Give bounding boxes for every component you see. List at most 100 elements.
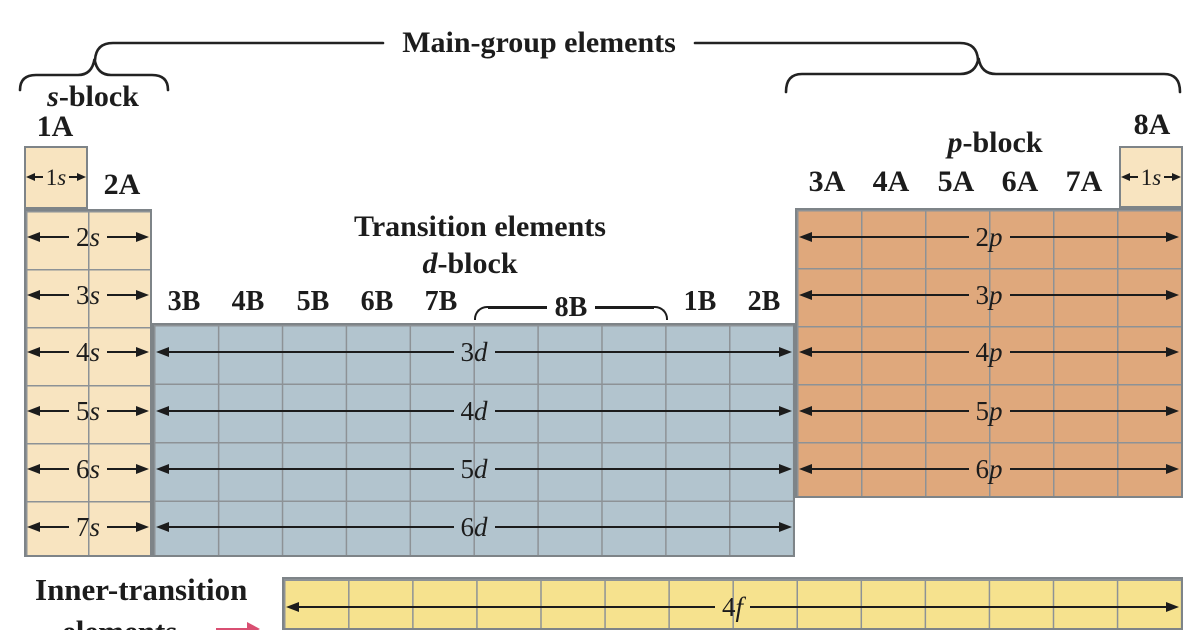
arrow-line <box>494 467 779 471</box>
orbital-label-2p: 2p <box>975 221 1003 252</box>
group-header-1B: 1B <box>683 286 717 317</box>
orbital-label-5d: 5d <box>460 453 488 484</box>
d-block-grid <box>152 323 795 557</box>
arrow-right-head <box>136 464 150 474</box>
arrow-line <box>107 235 137 239</box>
group-header-6B: 6B <box>360 286 394 317</box>
f-block-grid <box>282 577 1183 630</box>
arrow-line <box>1009 350 1166 354</box>
arrow-line <box>40 350 69 354</box>
s-block-brace <box>18 58 170 92</box>
arrow-line <box>1009 235 1166 239</box>
orbital-arrow-4f: 4f <box>286 592 1180 622</box>
group-header-8B-bracket: 8B <box>474 293 668 322</box>
arrow-line <box>169 525 454 529</box>
orbital-label-5s: 5s <box>76 395 101 426</box>
arrow-line <box>35 175 43 179</box>
p-block-brace <box>784 57 1182 94</box>
d-block-letter: d <box>422 247 438 280</box>
d-block-label: d-block <box>422 249 517 279</box>
arrow-left-head <box>156 347 169 357</box>
arrow-left-head <box>799 406 812 416</box>
transition-elements-label: Transition elements <box>354 210 606 243</box>
inner-transition-label-line2: elements <box>62 616 177 630</box>
arrow-left-head <box>156 464 169 474</box>
main-group-elements-label: Main-group elements <box>402 26 676 59</box>
d-block-suffix: -block <box>437 247 518 280</box>
arrow-right-head <box>779 347 792 357</box>
s-block-label: s-block <box>47 82 139 112</box>
main-group-brace-right <box>693 41 980 62</box>
s-block-letter: s <box>47 80 59 113</box>
group-header-2A: 2A <box>103 168 141 201</box>
group-header-3B: 3B <box>167 286 201 317</box>
arrow-left-head <box>799 347 812 357</box>
orbital-arrow-5p: 5p <box>799 396 1179 426</box>
group-header-2B: 2B <box>747 286 781 317</box>
arrow-line <box>169 467 454 471</box>
inner-transition-arrow <box>216 621 260 630</box>
group-header-8A: 8A <box>1133 108 1171 141</box>
arrow-line <box>169 409 454 413</box>
arrow-left-head <box>27 290 40 300</box>
bracket-line <box>595 306 654 309</box>
group-header-6A: 6A <box>1001 165 1039 198</box>
arrow-right-head <box>779 464 792 474</box>
arrow-right-head <box>136 232 150 242</box>
main-group-brace-left <box>93 41 385 62</box>
arrow-right-head <box>136 522 150 532</box>
arrow-line <box>1009 409 1166 413</box>
arrow-right-head <box>1166 602 1180 612</box>
arrow-line <box>107 525 137 529</box>
group-header-5A: 5A <box>937 165 975 198</box>
arrow-line <box>1009 467 1166 471</box>
arrow-line <box>812 467 969 471</box>
arrow-line <box>69 175 78 179</box>
orbital-arrow-3p: 3p <box>799 280 1179 310</box>
orbital-label-3p: 3p <box>975 279 1003 310</box>
orbital-label-4p: 4p <box>975 336 1003 367</box>
arrow-line <box>494 350 779 354</box>
arrow-right-head <box>136 347 150 357</box>
orbital-arrow-3d: 3d <box>156 337 792 367</box>
orbital-label-4s: 4s <box>76 336 101 367</box>
orbital-label-7s: 7s <box>76 511 101 542</box>
arrow-right-head <box>136 290 150 300</box>
arrow-right-head <box>1166 347 1179 357</box>
arrow-line <box>40 525 69 529</box>
arrow-left-head <box>156 406 169 416</box>
bracket-left-curl <box>474 306 488 320</box>
arrow-line <box>812 293 969 297</box>
group-header-8B: 8B <box>554 292 588 323</box>
arrow-line <box>299 605 715 609</box>
orbital-arrow-5s: 5s <box>27 395 150 426</box>
orbital-label-6d: 6d <box>460 511 488 542</box>
p-block-suffix: -block <box>962 126 1043 159</box>
orbital-label-3d: 3d <box>460 336 488 367</box>
arrow-right-head <box>1166 290 1179 300</box>
arrow-line <box>107 350 137 354</box>
arrow-left-head <box>27 522 40 532</box>
arrow-left-head <box>156 522 169 532</box>
orbital-label-3s: 3s <box>76 279 101 310</box>
group-header-7B: 7B <box>424 286 458 317</box>
p-block-letter: p <box>947 126 963 159</box>
arrow-line <box>750 605 1167 609</box>
arrow-right-head <box>1166 464 1179 474</box>
orbital-arrow-6s: 6s <box>27 454 150 484</box>
arrow-right-head <box>136 406 150 416</box>
s-block-grid <box>24 209 152 557</box>
orbital-arrow-6p: 6p <box>799 454 1179 484</box>
orbital-arrow-4d: 4d <box>156 396 792 426</box>
orbital-arrow-4p: 4p <box>799 337 1179 367</box>
arrow-right-head <box>77 173 87 181</box>
arrow-left-head <box>27 232 40 242</box>
arrow-right-head <box>1166 406 1179 416</box>
group-header-7A: 7A <box>1065 165 1103 198</box>
group-header-5B: 5B <box>296 286 330 317</box>
orbital-arrow-3s: 3s <box>27 279 150 310</box>
orbital-label-1s: 1s <box>1140 164 1162 190</box>
arrow-line <box>1130 175 1138 179</box>
arrow-line <box>494 409 779 413</box>
